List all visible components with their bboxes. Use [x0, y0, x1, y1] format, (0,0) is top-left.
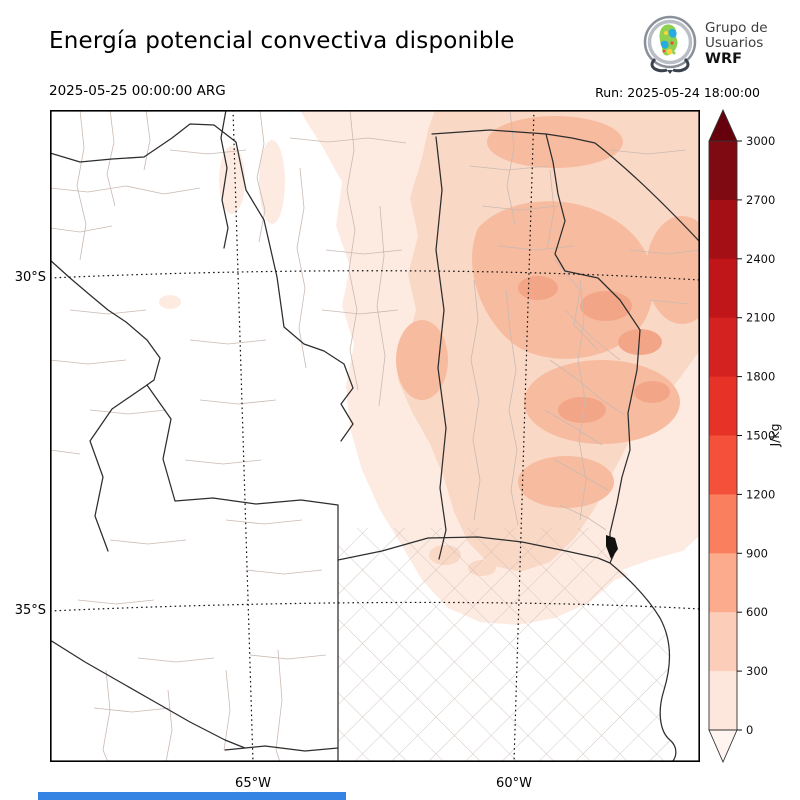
logo-line-1: Grupo de: [705, 19, 768, 36]
lat-label-35s: 35°S: [14, 603, 46, 618]
logo-line-3: WRF: [705, 50, 743, 67]
svg-text:1800: 1800: [746, 370, 775, 384]
logo-line-2: Usuarios: [705, 35, 764, 52]
rio-de-la-plata: [622, 546, 700, 762]
logo-text: Grupo de Usuarios WRF: [705, 19, 768, 68]
colorbar-unit-label: J/kg: [767, 423, 782, 447]
svg-text:2400: 2400: [746, 252, 775, 266]
buenos-aires-city-blob: [606, 535, 618, 559]
lon-label-60w: 60°W: [496, 776, 532, 791]
department-boundaries: [50, 110, 700, 762]
graticule: [50, 110, 700, 762]
weather-map: [50, 110, 700, 762]
svg-text:2100: 2100: [746, 311, 775, 325]
svg-text:0: 0: [746, 723, 753, 737]
lat-label-30s: 30°S: [14, 270, 46, 285]
svg-text:600: 600: [746, 605, 768, 619]
svg-text:1500: 1500: [746, 429, 775, 443]
valid-time: 2025-05-25 00:00:00 ARG: [49, 83, 226, 99]
wrf-logo: Grupo de Usuarios WRF: [641, 12, 791, 76]
cape-shading: [159, 110, 700, 625]
gridline-60w: [513, 110, 535, 762]
run-time: Run: 2025-05-24 18:00:00: [595, 85, 760, 100]
bottom-blue-bar: [38, 792, 346, 800]
department-mesh-buenos-aires: [338, 528, 676, 762]
svg-text:900: 900: [746, 546, 768, 560]
logo-emblem-icon: [643, 15, 697, 74]
gridline-65w: [232, 110, 254, 762]
svg-text:3000: 3000: [746, 134, 775, 148]
gridline-30s: [50, 270, 700, 281]
province-boundaries: [50, 110, 700, 762]
map-frame: [50, 110, 700, 762]
svg-text:1200: 1200: [746, 487, 775, 501]
svg-text:2700: 2700: [746, 193, 775, 207]
lon-label-65w: 65°W: [235, 776, 271, 791]
svg-text:300: 300: [746, 664, 768, 678]
page-title: Energía potencial convectiva disponible: [49, 28, 515, 54]
